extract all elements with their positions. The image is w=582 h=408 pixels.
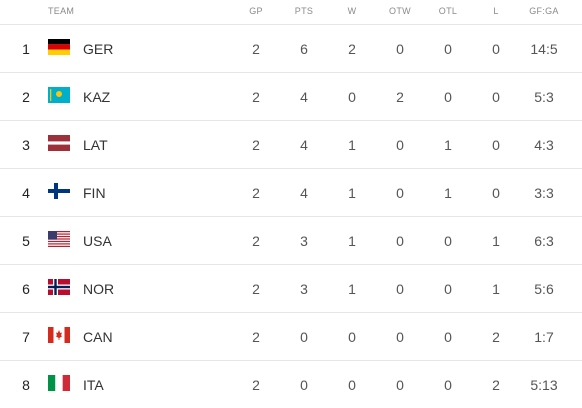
team-name[interactable]: NOR	[83, 281, 115, 297]
table-row[interactable]: 3 LAT 2 4 1 0 1 0 4:3	[0, 120, 582, 168]
gp-value: 2	[252, 185, 260, 201]
rank: 6	[22, 281, 30, 297]
l-value: 1	[492, 281, 500, 297]
pts-value: 4	[300, 185, 308, 201]
pts-value: 4	[300, 89, 308, 105]
gp-value: 2	[252, 329, 260, 345]
flag-latvia-icon	[48, 135, 70, 151]
gp-value: 2	[252, 41, 260, 57]
table-row[interactable]: 1 GER 2 6 2 0 0 0 14:5	[0, 24, 582, 72]
table-row[interactable]: 2 KAZ 2 4 0 2 0 0 5:3	[0, 72, 582, 120]
rank: 2	[22, 89, 30, 105]
pts-value: 4	[300, 137, 308, 153]
table-row[interactable]: 8 ITA 2 0 0 0 0 2 5:13	[0, 360, 582, 408]
header-otw: OTW	[389, 6, 411, 16]
pts-value: 3	[300, 281, 308, 297]
gfga-value: 6:3	[534, 233, 554, 249]
table-row[interactable]: 7 CAN 2 0 0 0 0 2 1:7	[0, 312, 582, 360]
w-value: 1	[348, 281, 356, 297]
table-header: TEAM GP PTS W OTW OTL L GF:GA	[0, 0, 582, 24]
gp-value: 2	[252, 137, 260, 153]
gp-value: 2	[252, 233, 260, 249]
rank: 1	[22, 41, 30, 57]
flag-norway-icon	[48, 279, 70, 295]
otw-value: 0	[396, 281, 404, 297]
w-value: 1	[348, 233, 356, 249]
team-name[interactable]: CAN	[83, 329, 113, 345]
otl-value: 1	[444, 185, 452, 201]
flag-italy-icon	[48, 375, 70, 391]
l-value: 0	[492, 137, 500, 153]
gfga-value: 14:5	[530, 41, 558, 57]
table-row[interactable]: 4 FIN 2 4 1 0 1 0 3:3	[0, 168, 582, 216]
gfga-value: 5:3	[534, 89, 554, 105]
w-value: 0	[348, 89, 356, 105]
l-value: 2	[492, 377, 500, 393]
flag-canada-icon	[48, 327, 70, 343]
gp-value: 2	[252, 377, 260, 393]
flag-kazakhstan-icon	[48, 87, 70, 103]
w-value: 1	[348, 137, 356, 153]
header-gp: GP	[249, 6, 263, 16]
otw-value: 0	[396, 137, 404, 153]
otw-value: 0	[396, 185, 404, 201]
l-value: 0	[492, 89, 500, 105]
table-row[interactable]: 5 USA 2 3 1 0 0 1 6:3	[0, 216, 582, 264]
team-name[interactable]: LAT	[83, 137, 108, 153]
rank: 5	[22, 233, 30, 249]
gfga-value: 4:3	[534, 137, 554, 153]
header-pts: PTS	[294, 6, 314, 16]
flag-germany-icon	[48, 39, 70, 55]
w-value: 0	[348, 329, 356, 345]
l-value: 0	[492, 185, 500, 201]
otl-value: 0	[444, 89, 452, 105]
l-value: 1	[492, 233, 500, 249]
header-gfga: GF:GA	[529, 6, 559, 16]
rank: 4	[22, 185, 30, 201]
otw-value: 0	[396, 329, 404, 345]
otl-value: 1	[444, 137, 452, 153]
team-name[interactable]: KAZ	[83, 89, 111, 105]
otw-value: 0	[396, 233, 404, 249]
pts-value: 0	[300, 377, 308, 393]
otw-value: 0	[396, 377, 404, 393]
otl-value: 0	[444, 41, 452, 57]
header-team: TEAM	[48, 6, 75, 16]
otw-value: 2	[396, 89, 404, 105]
otl-value: 0	[444, 281, 452, 297]
flag-usa-icon	[48, 231, 70, 247]
otl-value: 0	[444, 233, 452, 249]
pts-value: 3	[300, 233, 308, 249]
gfga-value: 5:6	[534, 281, 554, 297]
team-name[interactable]: USA	[83, 233, 112, 249]
gfga-value: 1:7	[534, 329, 554, 345]
otl-value: 0	[444, 329, 452, 345]
header-w: W	[347, 6, 357, 16]
w-value: 1	[348, 185, 356, 201]
rank: 8	[22, 377, 30, 393]
pts-value: 0	[300, 329, 308, 345]
header-otl: OTL	[438, 6, 458, 16]
header-l: L	[493, 6, 499, 16]
w-value: 2	[348, 41, 356, 57]
otw-value: 0	[396, 41, 404, 57]
gp-value: 2	[252, 281, 260, 297]
rank: 7	[22, 329, 30, 345]
gp-value: 2	[252, 89, 260, 105]
gfga-value: 5:13	[530, 377, 558, 393]
team-name[interactable]: GER	[83, 41, 114, 57]
table-row[interactable]: 6 NOR 2 3 1 0 0 1 5:6	[0, 264, 582, 312]
team-name[interactable]: FIN	[83, 185, 106, 201]
team-name[interactable]: ITA	[83, 377, 104, 393]
otl-value: 0	[444, 377, 452, 393]
gfga-value: 3:3	[534, 185, 554, 201]
w-value: 0	[348, 377, 356, 393]
l-value: 0	[492, 41, 500, 57]
l-value: 2	[492, 329, 500, 345]
flag-finland-icon	[48, 183, 70, 199]
pts-value: 6	[300, 41, 308, 57]
rank: 3	[22, 137, 30, 153]
